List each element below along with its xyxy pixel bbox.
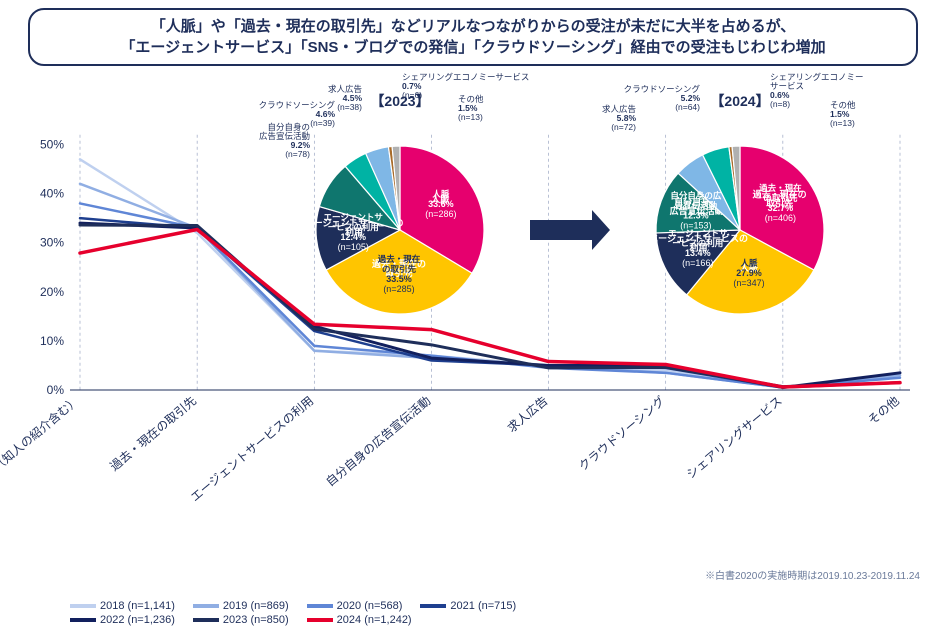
legend-item: 2020 (n=568) [307,600,403,612]
svg-text:30%: 30% [40,236,64,250]
svg-text:(n=105): (n=105) [338,242,369,252]
svg-text:ービスの利用: ービスの利用 [672,238,723,248]
svg-text:(n=13): (n=13) [458,112,483,122]
svg-text:その他: その他 [865,394,902,428]
svg-text:の取引先: の取引先 [763,193,798,203]
svg-text:12.4%: 12.4% [340,232,366,242]
svg-text:(n=285): (n=285) [383,284,414,294]
svg-text:27.9%: 27.9% [736,268,762,278]
svg-text:(n=8): (n=8) [770,99,790,109]
svg-text:40%: 40% [40,187,64,201]
svg-text:(n=78): (n=78) [285,149,310,159]
svg-text:の取引先: の取引先 [382,264,417,274]
svg-text:(n=13): (n=13) [830,118,855,128]
svg-text:クラウドソーシング: クラウドソーシング [576,394,668,474]
legend-item: 2021 (n=715) [420,600,516,612]
svg-text:0%: 0% [47,383,65,397]
svg-text:過去・現在: 過去・現在 [758,183,802,193]
svg-text:求人広告: 求人広告 [505,394,551,436]
legend-item: 2019 (n=869) [193,600,289,612]
line-legend: 2018 (n=1,141) 2019 (n=869) 2020 (n=568) 20… [70,600,516,628]
svg-text:シェアリングサービス: シェアリングサービス [684,394,785,482]
svg-text:(n=39): (n=39) [310,118,335,128]
svg-text:(n=64): (n=64) [675,102,700,112]
legend-item: 2023 (n=850) [193,614,289,626]
svg-text:自分自身の広告宣伝活動: 自分自身の広告宣伝活動 [323,393,434,489]
svg-text:過去・現在の取引先: 過去・現在の取引先 [107,394,199,474]
svg-text:(n=72): (n=72) [611,122,636,132]
svg-text:(n=286): (n=286) [425,209,456,219]
chart-canvas: 0%10%20%30%40%50%人脈（知人の紹介含む）過去・現在の取引先エージ… [0,0,946,638]
svg-text:33.5%: 33.5% [386,274,412,284]
svg-text:(n=406): (n=406) [765,213,796,223]
svg-text:エージェントサービスの利用: エージェントサービスの利用 [188,394,316,505]
svg-text:10%: 10% [40,334,64,348]
legend-item: 2022 (n=1,236) [70,614,175,626]
svg-text:12.3%: 12.3% [683,211,709,221]
svg-text:過去・現在: 過去・現在 [377,254,421,264]
svg-text:【2024】: 【2024】 [710,93,769,109]
svg-text:13.4%: 13.4% [685,248,711,258]
svg-text:(n=166): (n=166) [682,258,713,268]
svg-text:ービスの利用: ービスの利用 [328,222,379,232]
svg-text:32.7%: 32.7% [768,203,794,213]
legend-item: 2024 (n=1,242) [307,614,412,626]
footnote: ※白書2020の実施時期は2019.10.23-2019.11.24 [705,567,920,582]
svg-text:50%: 50% [40,138,64,152]
page: 「人脈」や「過去・現在の取引先」などリアルなつながりからの受注が未だに大半を占め… [0,0,946,638]
svg-text:(n=6): (n=6) [402,90,422,100]
svg-text:33.6%: 33.6% [428,199,454,209]
legend-item: 2018 (n=1,141) [70,600,175,612]
svg-text:(n=38): (n=38) [337,102,362,112]
svg-text:人脈: 人脈 [432,189,450,199]
svg-text:人脈: 人脈 [741,258,759,268]
svg-text:(n=347): (n=347) [733,278,764,288]
svg-text:自分自身の広: 自分自身の広 [670,191,722,201]
svg-text:人脈（知人の紹介含む）: 人脈（知人の紹介含む） [0,393,82,489]
svg-text:20%: 20% [40,285,64,299]
svg-text:エージェントサ: エージェントサ [324,212,384,222]
svg-text:告宣伝活動: 告宣伝活動 [675,201,718,211]
svg-text:(n=153): (n=153) [680,221,711,231]
